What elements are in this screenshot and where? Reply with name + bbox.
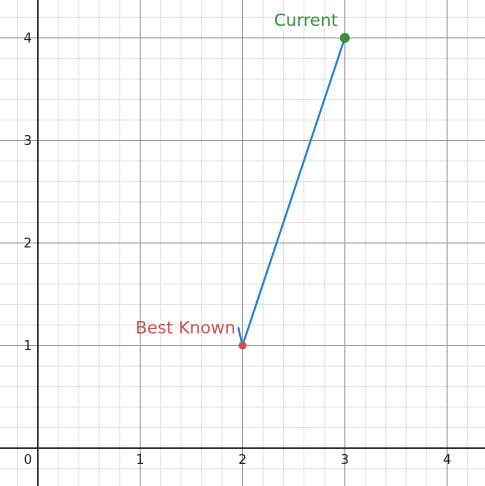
y-tick-label: 3: [24, 134, 32, 149]
y-tick-label: 4: [24, 31, 32, 46]
x-tick-label: 2: [238, 453, 246, 468]
x-tick-label: 1: [136, 453, 144, 468]
y-tick-label: 2: [24, 237, 32, 252]
point: [238, 341, 247, 350]
y-tick-label: 1: [24, 339, 32, 354]
x-tick-label: 3: [341, 453, 349, 468]
chart-marks: Current Best Known: [135, 11, 350, 350]
x-tick-label: 0: [24, 453, 32, 468]
point-label: Current: [274, 11, 338, 31]
tick-labels: 0 1 2 3 4 1 2 3 4: [24, 31, 452, 468]
point: [339, 32, 350, 43]
x-tick-label: 4: [443, 453, 451, 468]
point-label: Best Known: [135, 319, 235, 339]
arrow-line: [241, 36, 346, 347]
